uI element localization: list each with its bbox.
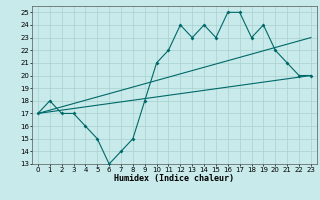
X-axis label: Humidex (Indice chaleur): Humidex (Indice chaleur) xyxy=(115,174,234,183)
